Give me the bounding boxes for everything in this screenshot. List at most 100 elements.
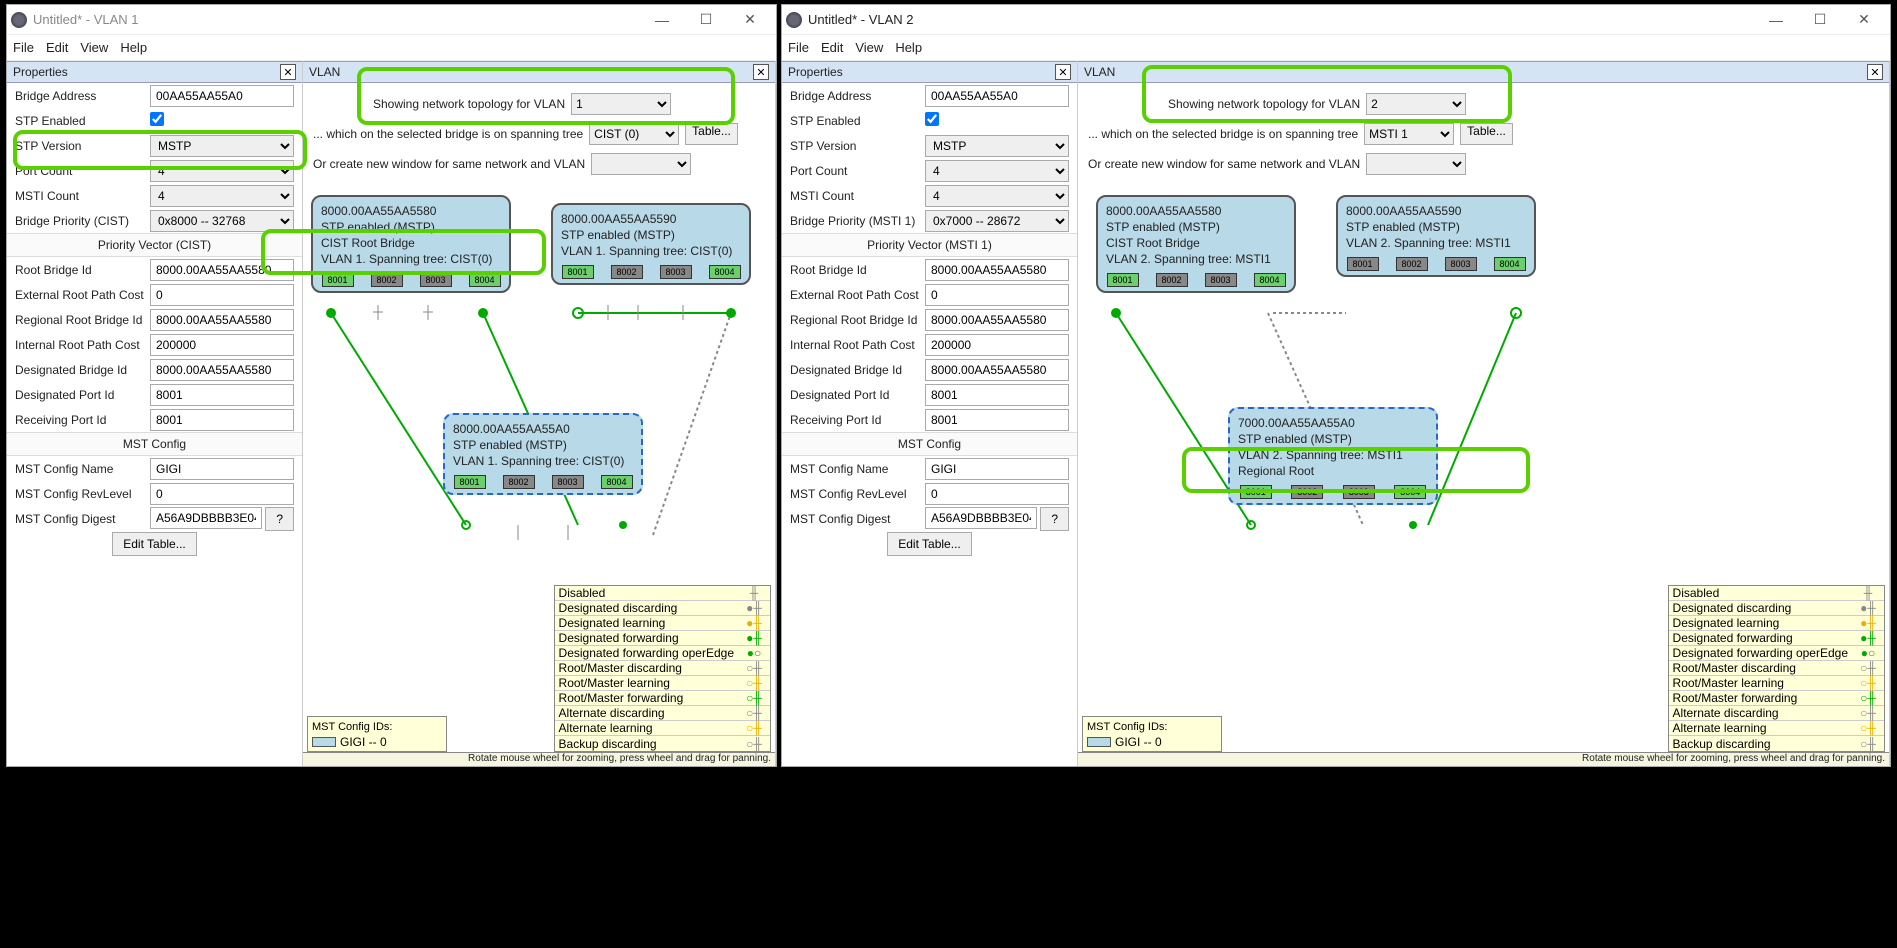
close-icon[interactable]: ✕ xyxy=(1867,64,1883,80)
titlebar[interactable]: Untitled* - VLAN 2 — ☐ ✕ xyxy=(782,5,1890,35)
maximize-button[interactable]: ☐ xyxy=(684,6,728,34)
mst-config-revlevel-input[interactable] xyxy=(925,483,1069,505)
ext-root-cost-input[interactable] xyxy=(925,284,1069,306)
bridge-priority-select[interactable]: 0x8000 -- 32768 xyxy=(150,210,294,232)
digest-help-button[interactable]: ? xyxy=(1040,507,1069,531)
spanning-tree-select[interactable]: CIST (0) xyxy=(589,123,679,145)
root-bridge-id-input[interactable] xyxy=(925,259,1069,281)
bridge-node[interactable]: 8000.00AA55AA5590 STP enabled (MSTP) VLA… xyxy=(551,203,751,285)
bridge-address-input[interactable] xyxy=(150,85,294,107)
close-button[interactable]: ✕ xyxy=(1842,6,1886,34)
port[interactable]: 8001 xyxy=(1107,273,1139,287)
table-button[interactable]: Table... xyxy=(1460,123,1513,145)
regional-root-id-input[interactable] xyxy=(150,309,294,331)
port[interactable]: 8001 xyxy=(322,273,354,287)
regional-root-id-input[interactable] xyxy=(925,309,1069,331)
window-title: Untitled* - VLAN 1 xyxy=(33,12,640,27)
port[interactable]: 8003 xyxy=(1445,257,1477,271)
port[interactable]: 8002 xyxy=(1291,485,1323,499)
stp-enabled-checkbox[interactable] xyxy=(925,112,939,126)
root-bridge-id-input[interactable] xyxy=(150,259,294,281)
port[interactable]: 8002 xyxy=(611,265,643,279)
menu-edit[interactable]: Edit xyxy=(46,40,68,55)
int-root-cost-input[interactable] xyxy=(925,334,1069,356)
port[interactable]: 8004 xyxy=(709,265,741,279)
digest-help-button[interactable]: ? xyxy=(265,507,294,531)
port[interactable]: 8004 xyxy=(1394,485,1426,499)
msti-count-select[interactable]: 4 xyxy=(925,185,1069,207)
bridge-node-selected[interactable]: 8000.00AA55AA55A0 STP enabled (MSTP) VLA… xyxy=(443,413,643,495)
port[interactable]: 8004 xyxy=(1254,273,1286,287)
port[interactable]: 8003 xyxy=(552,475,584,489)
stp-version-select[interactable]: MSTP xyxy=(150,135,294,157)
port[interactable]: 8001 xyxy=(1240,485,1272,499)
vlan-select[interactable]: 2 xyxy=(1366,93,1466,115)
receiving-port-id-input[interactable] xyxy=(150,409,294,431)
legend-row: Designated forwarding●╫ xyxy=(555,631,770,646)
mst-config-digest-input[interactable] xyxy=(925,507,1037,529)
edit-table-button[interactable]: Edit Table... xyxy=(112,532,196,556)
port[interactable]: 8002 xyxy=(1396,257,1428,271)
bridge-address-input[interactable] xyxy=(925,85,1069,107)
minimize-button[interactable]: — xyxy=(640,6,684,34)
minimize-button[interactable]: — xyxy=(1754,6,1798,34)
menu-file[interactable]: File xyxy=(788,40,809,55)
bridge-node[interactable]: 8000.00AA55AA5580 STP enabled (MSTP) CIS… xyxy=(1096,195,1296,293)
bridge-node[interactable]: 8000.00AA55AA5590 STP enabled (MSTP) VLA… xyxy=(1336,195,1536,277)
port-count-select[interactable]: 4 xyxy=(925,160,1069,182)
mst-config-name-input[interactable] xyxy=(925,458,1069,480)
new-window-vlan-select[interactable] xyxy=(591,153,691,175)
topology-canvas[interactable]: 8000.00AA55AA5580 STP enabled (MSTP) CIS… xyxy=(1078,185,1889,766)
bridge-priority-select[interactable]: 0x7000 -- 28672 xyxy=(925,210,1069,232)
topology-canvas[interactable]: 8000.00AA55AA5580 STP enabled (MSTP) CIS… xyxy=(303,185,775,766)
vlan-select[interactable]: 1 xyxy=(571,93,671,115)
menu-view[interactable]: View xyxy=(80,40,108,55)
port[interactable]: 8002 xyxy=(1156,273,1188,287)
port[interactable]: 8001 xyxy=(1347,257,1379,271)
designated-port-id-input[interactable] xyxy=(925,384,1069,406)
designated-bridge-id-input[interactable] xyxy=(925,359,1069,381)
maximize-button[interactable]: ☐ xyxy=(1798,6,1842,34)
legend-row: Disabled╫ xyxy=(1669,586,1884,601)
menu-help[interactable]: Help xyxy=(895,40,922,55)
port[interactable]: 8004 xyxy=(1494,257,1526,271)
ext-root-cost-input[interactable] xyxy=(150,284,294,306)
port[interactable]: 8004 xyxy=(601,475,633,489)
bridge-node[interactable]: 8000.00AA55AA5580 STP enabled (MSTP) CIS… xyxy=(311,195,511,293)
port[interactable]: 8002 xyxy=(503,475,535,489)
stp-version-select[interactable]: MSTP xyxy=(925,135,1069,157)
mst-config-revlevel-input[interactable] xyxy=(150,483,294,505)
port[interactable]: 8001 xyxy=(454,475,486,489)
port-count-select[interactable]: 4 xyxy=(150,160,294,182)
spanning-tree-select[interactable]: MSTI 1 xyxy=(1364,123,1454,145)
titlebar[interactable]: Untitled* - VLAN 1 — ☐ ✕ xyxy=(7,5,776,35)
edit-table-button[interactable]: Edit Table... xyxy=(887,532,971,556)
port[interactable]: 8003 xyxy=(1343,485,1375,499)
mst-config-digest-input[interactable] xyxy=(150,507,262,529)
port[interactable]: 8002 xyxy=(371,273,403,287)
close-icon[interactable]: ✕ xyxy=(753,64,769,80)
designated-port-id-input[interactable] xyxy=(150,384,294,406)
receiving-port-id-input[interactable] xyxy=(925,409,1069,431)
close-icon[interactable]: ✕ xyxy=(280,64,296,80)
menu-help[interactable]: Help xyxy=(120,40,147,55)
port[interactable]: 8003 xyxy=(1205,273,1237,287)
menu-edit[interactable]: Edit xyxy=(821,40,843,55)
port[interactable]: 8001 xyxy=(562,265,594,279)
mst-config-name-input[interactable] xyxy=(150,458,294,480)
close-icon[interactable]: ✕ xyxy=(1055,64,1071,80)
int-root-cost-input[interactable] xyxy=(150,334,294,356)
menu-file[interactable]: File xyxy=(13,40,34,55)
close-button[interactable]: ✕ xyxy=(728,6,772,34)
bridge-node-selected[interactable]: 7000.00AA55AA55A0 STP enabled (MSTP) VLA… xyxy=(1228,407,1438,505)
table-button[interactable]: Table... xyxy=(685,123,738,145)
msti-count-select[interactable]: 4 xyxy=(150,185,294,207)
menu-view[interactable]: View xyxy=(855,40,883,55)
port[interactable]: 8003 xyxy=(420,273,452,287)
stp-enabled-checkbox[interactable] xyxy=(150,112,164,126)
new-window-vlan-select[interactable] xyxy=(1366,153,1466,175)
port[interactable]: 8003 xyxy=(660,265,692,279)
port[interactable]: 8004 xyxy=(469,273,501,287)
legend-row: Root/Master discarding○╫ xyxy=(555,661,770,676)
designated-bridge-id-input[interactable] xyxy=(150,359,294,381)
